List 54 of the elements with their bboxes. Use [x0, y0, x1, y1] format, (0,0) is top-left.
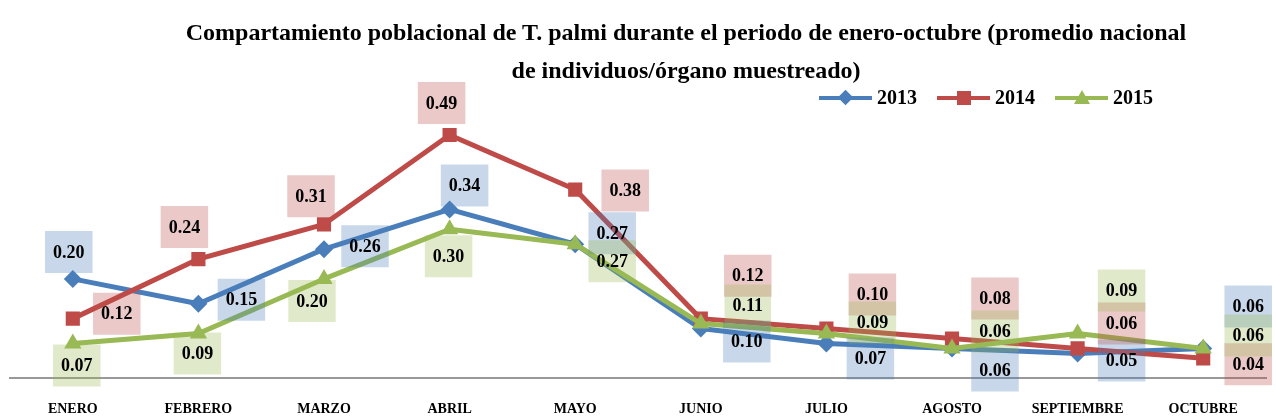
x-tick-label: JUNIO	[679, 401, 723, 417]
data-label: 0.06	[979, 360, 1011, 381]
data-label: 0.09	[181, 343, 214, 364]
data-label: 0.09	[856, 312, 889, 333]
x-tick-label: OCTUBRE	[1168, 401, 1238, 417]
data-label: 0.12	[101, 303, 133, 324]
data-label: 0.38	[609, 180, 641, 201]
data-label: 0.26	[349, 235, 381, 256]
data-label: 0.04	[1232, 354, 1264, 374]
data-label: 0.31	[295, 185, 327, 206]
data-label: 0.30	[432, 245, 465, 266]
data-label: 0.05	[1105, 350, 1138, 371]
point	[568, 182, 583, 197]
legend-label: 2014	[995, 86, 1035, 109]
point	[189, 294, 208, 313]
point	[63, 269, 82, 288]
data-label: 0.08	[979, 288, 1011, 309]
x-tick-label: FEBRERO	[164, 401, 233, 417]
point	[315, 240, 333, 259]
point	[191, 251, 206, 267]
point	[1070, 341, 1085, 356]
data-label: 0.15	[225, 289, 258, 310]
x-tick-label: MAYO	[553, 401, 597, 417]
data-label: 0.34	[448, 175, 481, 196]
data-label: 0.20	[53, 241, 85, 262]
data-label: 0.20	[296, 290, 328, 311]
data-label: 0.06	[1232, 325, 1264, 346]
data-label: 0.07	[854, 348, 887, 369]
x-tick-label: ENERO	[47, 401, 98, 417]
x-tick-label: MARZO	[297, 401, 351, 417]
point	[442, 127, 457, 143]
data-label: 0.06	[979, 321, 1011, 342]
data-label: 0.09	[1105, 280, 1138, 301]
legend-label: 2015	[1113, 86, 1153, 109]
data-label: 0.06	[1232, 296, 1264, 317]
data-label: 0.27	[596, 250, 628, 271]
legend-label: 2013	[877, 86, 917, 109]
point	[316, 217, 332, 232]
data-label: 0.49	[425, 92, 458, 113]
data-label: 0.11	[732, 295, 764, 316]
x-tick-label: JULIO	[805, 401, 848, 417]
data-label: 0.27	[596, 222, 628, 243]
x-tick-label: SEPTIEMBRE	[1031, 401, 1124, 417]
point	[440, 200, 459, 219]
x-tick-label: ABRIL	[427, 401, 472, 417]
data-label: 0.12	[732, 265, 764, 286]
chart-title: Compartamiento poblacional de T. palmi durante el periodo de enero-octubre (promedio nacional de individuos/órgano muestreado)	[185, 19, 1187, 83]
data-label: 0.06	[1105, 313, 1138, 334]
data-label: 0.24	[168, 216, 201, 237]
x-tick-label: AGOSTO	[922, 401, 982, 417]
data-label: 0.10	[731, 331, 763, 352]
data-label: 0.07	[61, 355, 93, 376]
data-label: 0.10	[856, 284, 889, 305]
point	[65, 311, 80, 326]
